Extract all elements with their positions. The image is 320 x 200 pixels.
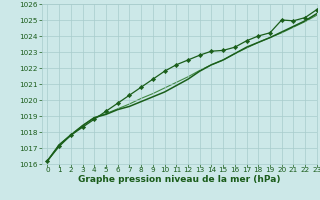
- X-axis label: Graphe pression niveau de la mer (hPa): Graphe pression niveau de la mer (hPa): [78, 175, 280, 184]
